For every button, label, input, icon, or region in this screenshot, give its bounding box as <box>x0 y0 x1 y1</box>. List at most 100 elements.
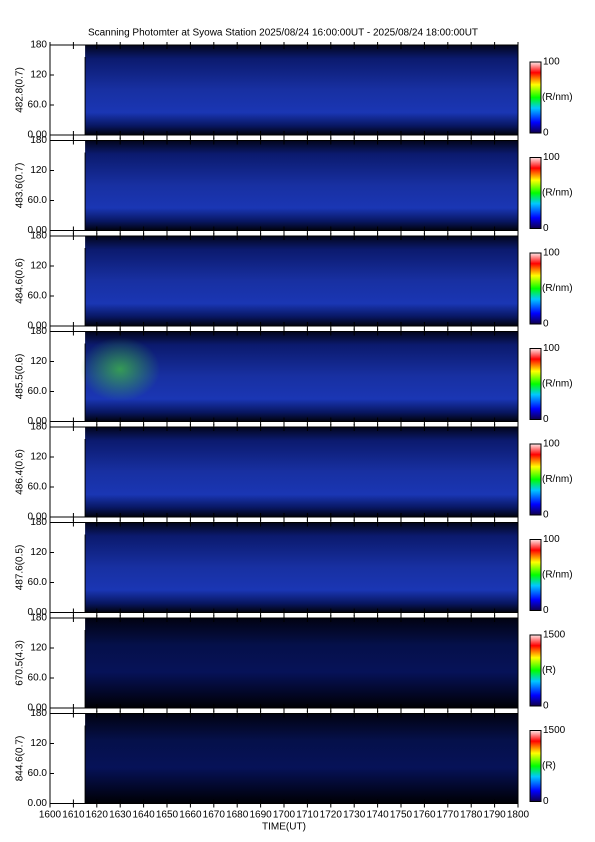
heatmap <box>85 140 518 231</box>
y-tick-label: 60.0 <box>28 768 48 779</box>
colorbar-label: (R) <box>542 665 556 676</box>
y-tick-label: 120 <box>30 165 47 176</box>
colorbar <box>529 61 542 134</box>
y-tick-label: 120 <box>30 261 47 272</box>
colorbar-tick-label: 0 <box>543 414 549 425</box>
x-tick-label: 1680 <box>226 810 249 821</box>
colorbar-label: (R/nm) <box>542 92 573 103</box>
colorbar-tick-label: 0 <box>543 128 549 139</box>
colorbar-tick-label: 100 <box>543 152 560 163</box>
colorbar <box>529 252 542 325</box>
heatmap <box>85 427 518 517</box>
y-tick-label: 180 <box>30 613 47 624</box>
x-tick-label: 1650 <box>156 810 179 821</box>
x-tick-label: 1630 <box>109 810 132 821</box>
colorbar-tick-label: 1500 <box>543 630 566 641</box>
x-tick-label: 1710 <box>296 810 319 821</box>
colorbar-label: (R/nm) <box>542 379 573 390</box>
colorbar-tick-label: 100 <box>543 57 560 68</box>
colorbar-tick-label: 100 <box>543 343 560 354</box>
y-tick-label: 120 <box>30 547 47 558</box>
heatmap <box>85 236 518 326</box>
colorbar <box>529 443 542 516</box>
colorbar-tick-label: 1500 <box>543 725 566 736</box>
y-tick-label: 180 <box>30 231 47 242</box>
y-tick-label: 0.00 <box>28 321 48 332</box>
heatmap <box>85 618 518 708</box>
colorbar-tick-label: 0 <box>543 510 549 521</box>
colorbar-label: (R/nm) <box>542 188 573 199</box>
y-tick-label: 0.00 <box>28 607 48 618</box>
y-tick-label: 120 <box>30 643 47 654</box>
y-axis-label: 484.6(0.6) <box>15 258 26 304</box>
x-tick-label: 1660 <box>179 810 202 821</box>
y-tick-label: 60.0 <box>28 291 48 302</box>
colorbar-label: (R/nm) <box>542 474 573 485</box>
x-tick-label: 1800 <box>507 810 530 821</box>
x-tick-label: 1620 <box>86 810 109 821</box>
colorbar-tick-label: 100 <box>543 534 560 545</box>
colorbar-tick-label: 100 <box>543 439 560 450</box>
colorbar <box>529 539 542 611</box>
x-tick-label: 1750 <box>390 810 413 821</box>
x-tick-label: 1730 <box>343 810 366 821</box>
y-tick-label: 0.00 <box>28 798 48 809</box>
y-axis-label: 486.4(0.6) <box>15 449 26 495</box>
y-axis-label: 670.5(4.3) <box>15 640 26 686</box>
y-tick-label: 180 <box>30 135 47 146</box>
y-tick-label: 120 <box>30 452 47 463</box>
y-axis-label: 482.8(0.7) <box>15 67 26 113</box>
y-axis-label: 487.6(0.5) <box>15 545 26 591</box>
x-tick-label: 1780 <box>460 810 483 821</box>
y-tick-label: 60.0 <box>28 577 48 588</box>
x-tick-label: 1600 <box>39 810 62 821</box>
y-axis-label: 485.5(0.6) <box>15 354 26 400</box>
heatmap-glow <box>80 337 161 402</box>
x-tick-label: 1690 <box>249 810 272 821</box>
colorbar-tick-label: 0 <box>543 319 549 330</box>
x-tick-label: 1670 <box>203 810 226 821</box>
heatmap <box>85 713 518 804</box>
colorbar <box>529 634 542 707</box>
x-tick-label: 1610 <box>62 810 85 821</box>
colorbar <box>529 157 542 229</box>
colorbar-label: (R/nm) <box>542 283 573 294</box>
colorbar <box>529 730 542 802</box>
colorbar-label: (R/nm) <box>542 570 573 581</box>
y-tick-label: 120 <box>30 356 47 367</box>
colorbar-tick-label: 0 <box>543 223 549 234</box>
y-tick-label: 60.0 <box>28 386 48 397</box>
x-tick-label: 1770 <box>437 810 460 821</box>
x-tick-label: 1790 <box>483 810 506 821</box>
y-tick-label: 60.0 <box>28 195 48 206</box>
y-tick-label: 60.0 <box>28 673 48 684</box>
y-tick-label: 0.00 <box>28 512 48 523</box>
y-axis-label: 483.6(0.7) <box>15 163 26 209</box>
y-tick-label: 180 <box>30 422 47 433</box>
y-axis-label: 844.6(0.7) <box>15 736 26 782</box>
colorbar <box>529 348 542 420</box>
y-tick-label: 120 <box>30 738 47 749</box>
y-tick-label: 180 <box>30 708 47 719</box>
y-tick-label: 180 <box>30 517 47 528</box>
x-axis-label: TIME(UT) <box>262 822 306 833</box>
y-tick-label: 180 <box>30 326 47 337</box>
colorbar-label: (R) <box>542 761 556 772</box>
y-tick-label: 0.00 <box>28 130 48 141</box>
heatmap <box>85 522 518 613</box>
colorbar-tick-label: 100 <box>543 248 560 259</box>
x-tick-label: 1760 <box>413 810 436 821</box>
x-tick-label: 1720 <box>320 810 343 821</box>
y-tick-label: 0.00 <box>28 703 48 714</box>
heatmap <box>85 45 518 135</box>
y-tick-label: 60.0 <box>28 100 48 111</box>
x-tick-label: 1700 <box>273 810 296 821</box>
y-tick-label: 180 <box>30 40 47 51</box>
colorbar-tick-label: 0 <box>543 605 549 616</box>
x-tick-label: 1640 <box>132 810 155 821</box>
y-tick-label: 0.00 <box>28 225 48 236</box>
y-tick-label: 60.0 <box>28 482 48 493</box>
chart-title: Scanning Photomter at Syowa Station 2025… <box>88 28 478 39</box>
colorbar-tick-label: 0 <box>543 796 549 807</box>
